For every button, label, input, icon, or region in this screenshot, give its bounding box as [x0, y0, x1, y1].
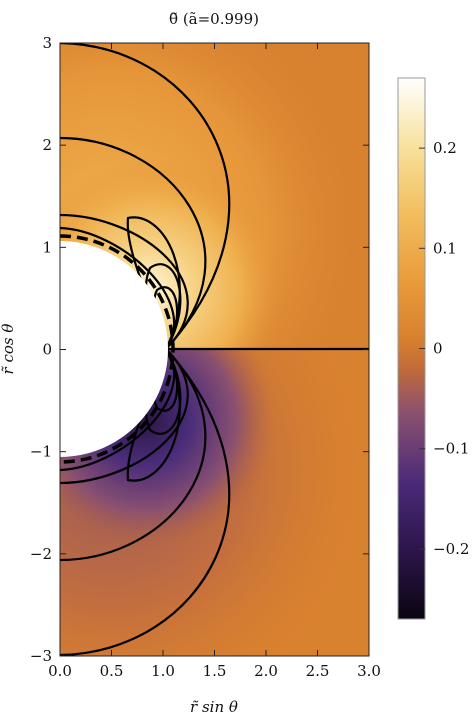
y-tick-label: 3 [42, 34, 52, 52]
y-tick-label: −3 [30, 647, 52, 665]
contour-line [60, 213, 189, 350]
x-tick-label: 2.5 [306, 662, 330, 680]
x-tick-label: 2.0 [254, 662, 278, 680]
chart-title: θ̃ (ã=0.999) [169, 10, 259, 28]
contour-line [60, 348, 207, 562]
x-tick-label: 0.0 [48, 662, 72, 680]
y-tick-label: 1 [42, 238, 52, 256]
colorbar-tick-label: −0.1 [433, 440, 469, 458]
y-tick-label: −2 [30, 545, 52, 563]
contour-line [60, 348, 189, 485]
contour-line [60, 136, 207, 350]
contour-line [60, 43, 231, 350]
x-tick-label: 1.0 [151, 662, 175, 680]
colorbar-tick-label: −0.2 [433, 540, 469, 558]
colorbar-tick-label: 0 [433, 340, 443, 358]
y-axis-ticks: 3 2 1 0 −1 −2 −3 [30, 34, 369, 665]
y-tick-label: 2 [42, 136, 52, 154]
colorbar-tick-label: 0.1 [433, 239, 457, 257]
x-axis-label: r̃ sin θ [190, 698, 238, 716]
colorbar-ticks: 0.2 0.1 0 −0.1 −0.2 [419, 139, 469, 558]
x-axis-ticks: 0.0 0.5 1.0 1.5 2.0 2.5 3.0 [48, 43, 381, 680]
y-tick-label: −1 [30, 443, 52, 461]
x-tick-label: 1.5 [203, 662, 227, 680]
y-axis-label: r̃ cos θ [0, 324, 17, 375]
colorbar-tick-label: 0.2 [433, 139, 457, 157]
horizon-dashed-boundary [60, 234, 175, 464]
horizon-disk [60, 241, 168, 457]
contour-line [60, 348, 231, 656]
y-tick-label: 0 [42, 341, 52, 359]
x-tick-label: 3.0 [357, 662, 381, 680]
x-tick-label: 0.5 [100, 662, 124, 680]
heatmap-field [60, 43, 369, 656]
